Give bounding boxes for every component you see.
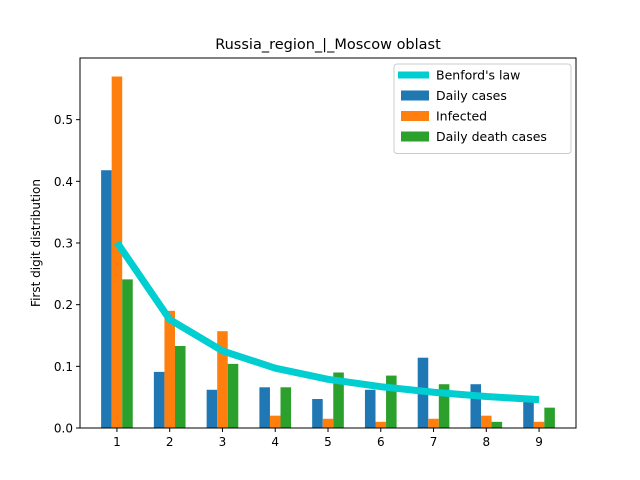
legend-swatch-daily-cases: [401, 90, 429, 101]
bar-daily-cases-6: [364, 389, 376, 428]
x-tick-label: 1: [113, 435, 121, 449]
bar-daily-cases-9: [523, 399, 534, 428]
y-tick-label: 0.3: [54, 237, 73, 251]
bar-daily-cases-8: [470, 384, 482, 428]
x-tick-label: 8: [482, 435, 490, 449]
legend: Benford's law Daily cases Infected Daily de…: [393, 63, 572, 154]
x-tick-label: 5: [324, 435, 332, 449]
x-tick-label: 2: [166, 435, 174, 449]
y-axis-label: First digit distribution: [29, 179, 43, 307]
legend-label-daily-death-cases: Daily death cases: [436, 129, 547, 144]
bar-daily-cases-5: [312, 399, 323, 428]
bar-infected-3: [217, 331, 228, 428]
legend-swatch-daily-death-cases: [401, 131, 429, 142]
x-tick-label: 4: [271, 435, 279, 449]
bar-infected-1: [111, 76, 123, 428]
bar-infected-2: [164, 310, 175, 428]
legend-swatch-infected: [401, 111, 429, 121]
y-tick-label: 0.0: [54, 422, 73, 436]
x-tick-label: 3: [219, 435, 227, 449]
legend-label-daily-cases: Daily cases: [436, 88, 507, 103]
x-tick-label: 7: [430, 435, 438, 449]
bar-daily-death-cases-8: [491, 421, 503, 428]
x-axis: 1 2 3 4 5 6 7 8 9: [113, 428, 543, 449]
y-axis: 0.0 0.1 0.2 0.3 0.4 0.5: [54, 113, 80, 436]
bar-daily-death-cases-7: [438, 384, 450, 428]
bar-infected-8: [481, 415, 492, 428]
bar-daily-death-cases-2: [174, 345, 186, 428]
bar-daily-cases-2: [153, 371, 165, 428]
legend-box: [393, 63, 572, 154]
x-tick-label: 6: [377, 435, 385, 449]
bar-infected-6: [375, 421, 387, 428]
bar-infected-4: [269, 415, 281, 428]
bar-infected-5: [322, 418, 334, 428]
bar-daily-cases-4: [259, 387, 270, 428]
bar-daily-death-cases-3: [227, 363, 239, 428]
bar-daily-death-cases-5: [333, 372, 344, 428]
bar-daily-cases-1: [101, 170, 112, 429]
y-tick-label: 0.1: [54, 360, 73, 374]
benford-line-group: [114, 240, 540, 404]
chart-title: Russia_region_|_Moscow oblast: [215, 37, 441, 53]
bar-daily-cases-3: [206, 389, 218, 428]
x-tick-label: 9: [535, 435, 543, 449]
legend-label-benford-s-law: Benford's law: [436, 68, 520, 83]
bar-daily-death-cases-9: [544, 407, 555, 428]
legend-label-infected: Infected: [436, 109, 487, 124]
y-tick-label: 0.4: [54, 175, 73, 189]
y-tick-label: 0.2: [54, 298, 73, 312]
bar-infected-7: [428, 418, 439, 428]
bar-infected-9: [533, 421, 545, 428]
bar-daily-death-cases-6: [386, 375, 397, 428]
bar-daily-death-cases-4: [280, 387, 292, 428]
bar-daily-death-cases-1: [122, 279, 133, 428]
y-tick-label: 0.5: [54, 113, 73, 127]
line-benford-s-law: [114, 240, 540, 404]
